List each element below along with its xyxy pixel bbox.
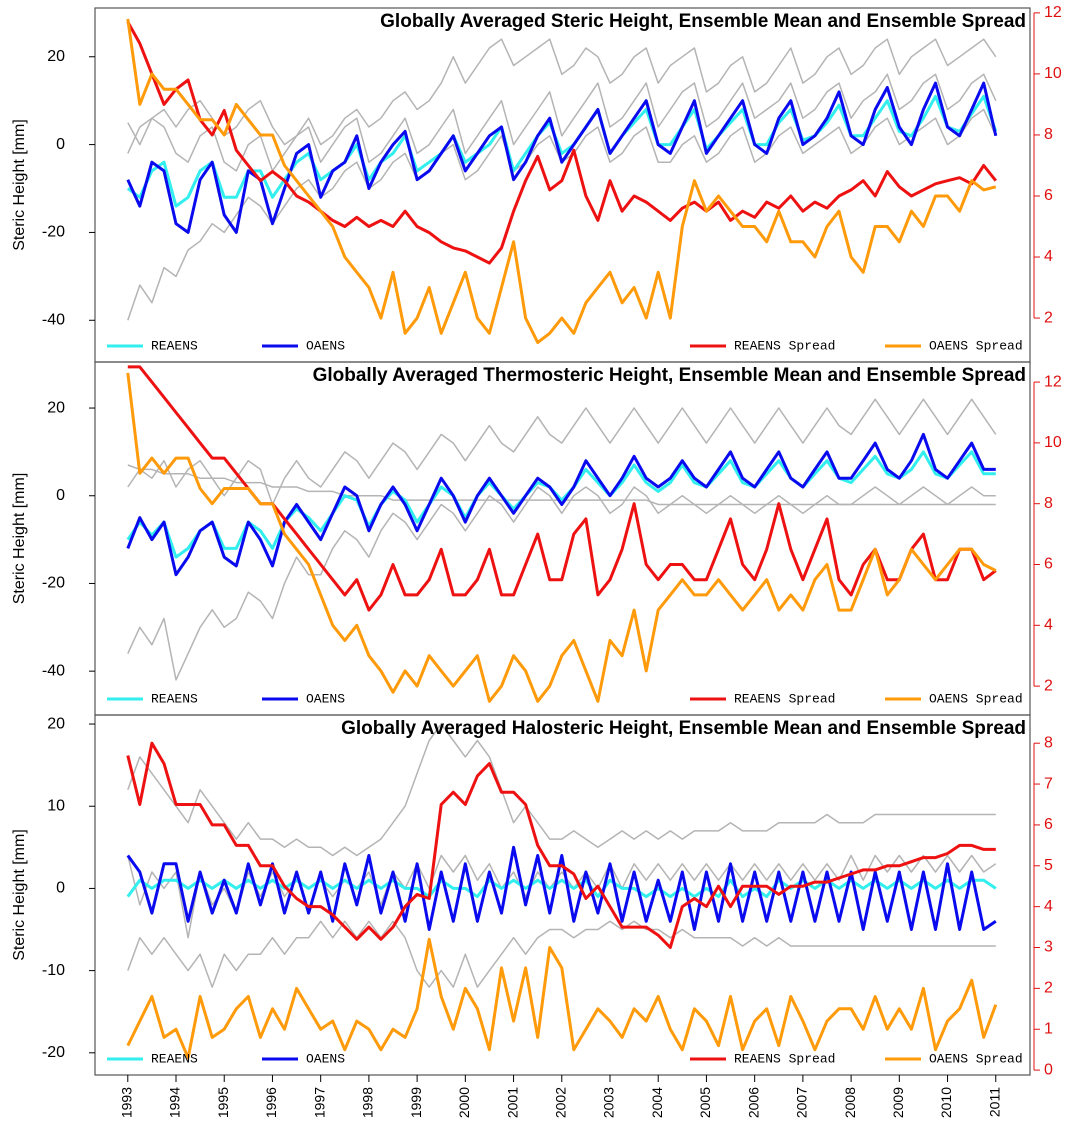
series-line [126, 450, 996, 559]
legend-label: REAENS Spread [734, 338, 835, 353]
y-tick-label: -20 [42, 575, 65, 592]
y2-tick-label: 8 [1044, 495, 1053, 512]
y2-tick-label: 10 [1044, 65, 1062, 82]
y2-tick-label: 0 [1044, 1061, 1053, 1078]
y2-tick-label: 10 [1044, 434, 1062, 451]
y2-tick-label: 4 [1044, 898, 1053, 915]
y-tick-label: -40 [42, 311, 65, 328]
y2-tick-label: 2 [1044, 677, 1053, 694]
y-tick-label: 0 [56, 136, 65, 153]
y-tick-label: -10 [42, 962, 65, 979]
ensemble-member-line [127, 920, 996, 988]
x-tick-label: 1996 [263, 1087, 279, 1118]
legend-label: REAENS [151, 691, 198, 706]
series-line [126, 845, 997, 931]
x-tick-label: 2001 [504, 1087, 520, 1118]
series-line [126, 18, 997, 344]
legend-label: OAENS Spread [929, 338, 1023, 353]
y-tick-label: -20 [42, 224, 65, 241]
x-tick-label: 2011 [986, 1087, 1002, 1117]
legend-label: REAENS [151, 338, 198, 353]
legend-label: REAENS [151, 1051, 198, 1066]
y-tick-label: 20 [47, 399, 65, 416]
legend-label: OAENS [306, 691, 345, 706]
plot-frame [94, 714, 1031, 1076]
x-tick-label: 2008 [842, 1087, 858, 1118]
y2-tick-label: 8 [1044, 734, 1053, 751]
y2-tick-label: 6 [1044, 816, 1053, 833]
y-axis-label: Steric Height [mm] [11, 473, 28, 605]
x-tick-label: 2010 [938, 1087, 954, 1118]
series-line [126, 94, 998, 208]
ensemble-member-line [127, 398, 997, 506]
y-tick-label: 0 [56, 880, 65, 897]
series-line [126, 432, 996, 577]
x-tick-label: 2005 [697, 1087, 713, 1118]
y2-tick-label: 5 [1044, 857, 1053, 874]
series-line [126, 937, 998, 1060]
chart-title: Globally Averaged Halosteric Height, Ens… [341, 718, 1026, 739]
legend-label: REAENS Spread [734, 1051, 835, 1066]
legend-label: OAENS Spread [929, 691, 1023, 706]
y2-tick-label: 6 [1044, 187, 1053, 204]
ensemble-member-line [127, 38, 997, 154]
x-tick-label: 2006 [745, 1087, 761, 1118]
y-axis-label: Steric Height [mm] [11, 119, 28, 251]
x-tick-label: 2002 [552, 1087, 568, 1118]
y-tick-label: 10 [47, 797, 65, 814]
series-line [126, 741, 996, 949]
x-tick-label: 2003 [601, 1087, 617, 1118]
x-tick-label: 2007 [794, 1087, 810, 1118]
x-tick-label: 1993 [118, 1087, 134, 1118]
y-tick-label: -20 [42, 1044, 65, 1061]
chart-title: Globally Averaged Steric Height, Ensembl… [380, 11, 1026, 32]
y2-tick-label: 7 [1044, 775, 1053, 792]
x-tick-label: 2004 [649, 1087, 665, 1118]
y2-tick-label: 8 [1044, 126, 1053, 143]
y2-tick-label: 12 [1044, 4, 1062, 21]
series-line [126, 372, 997, 703]
y-tick-label: 20 [47, 715, 65, 732]
x-tick-label: 1997 [311, 1087, 327, 1118]
x-tick-label: 1994 [167, 1087, 183, 1118]
y-tick-label: 20 [47, 48, 65, 65]
series-line [126, 81, 998, 234]
chart-title: Globally Averaged Thermosteric Height, E… [313, 365, 1026, 386]
legend-label: OAENS Spread [929, 1051, 1023, 1066]
y-tick-label: 0 [56, 487, 65, 504]
ensemble-member-line [127, 73, 997, 172]
series-line [126, 21, 997, 265]
x-tick-label: 2009 [890, 1087, 906, 1118]
y2-tick-label: 4 [1044, 248, 1053, 265]
y2-tick-label: 2 [1044, 980, 1053, 997]
y2-tick-label: 12 [1044, 373, 1062, 390]
y-tick-label: -40 [42, 662, 65, 679]
y2-tick-label: 6 [1044, 556, 1053, 573]
x-tick-label: 1999 [408, 1087, 424, 1118]
x-tick-label: 1998 [360, 1087, 376, 1118]
plot-frame [94, 361, 1031, 716]
legend-label: REAENS Spread [734, 691, 835, 706]
series-line [126, 878, 997, 899]
ensemble-member-line [127, 854, 997, 939]
y2-tick-label: 4 [1044, 617, 1053, 634]
legend-label: OAENS [306, 1051, 345, 1066]
y-axis-label: Steric Height [mm] [11, 829, 28, 961]
x-tick-label: 2000 [456, 1087, 472, 1118]
y2-tick-label: 2 [1044, 309, 1053, 326]
y2-tick-label: 3 [1044, 939, 1053, 956]
x-tick-label: 1995 [215, 1087, 231, 1118]
ensemble-member-line [127, 486, 996, 681]
ensemble-member-line [127, 723, 996, 857]
y2-tick-label: 1 [1044, 1020, 1053, 1037]
plot-frame [94, 7, 1031, 363]
legend-label: OAENS [306, 338, 345, 353]
